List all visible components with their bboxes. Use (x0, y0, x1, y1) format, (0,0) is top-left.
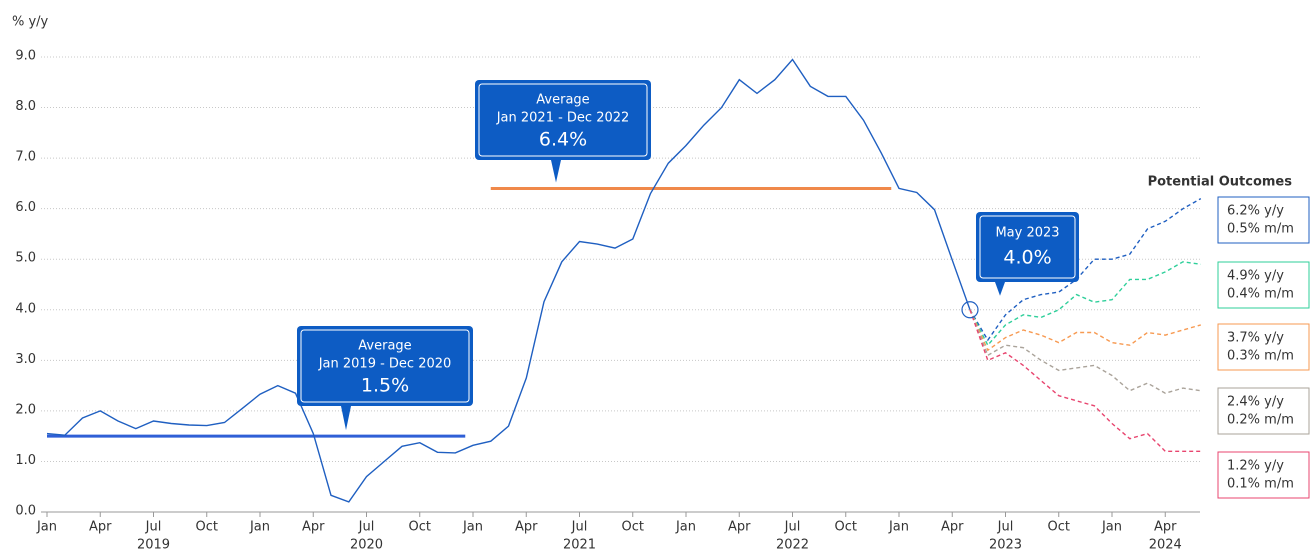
outcome-line (969, 197, 1202, 342)
year-label: 2019 (137, 538, 170, 553)
callout-box (475, 80, 651, 160)
callout-text: Jan 2021 - Dec 2022 (496, 111, 630, 126)
current-callout: May 2023 4.0% (976, 212, 1079, 296)
x-tick-label: Jan (675, 520, 696, 535)
y-tick-label: 3.0 (15, 352, 36, 367)
outcome-box (1217, 261, 1310, 309)
callout-pointer (341, 406, 351, 431)
x-tick-label: Oct (196, 520, 218, 535)
x-tick-label: Oct (622, 520, 644, 535)
average-callout: Average Jan 2019 - Dec 2020 1.5% (297, 326, 473, 431)
callout-text: 4.0% (1003, 247, 1051, 269)
x-tick-label: Jan (462, 520, 483, 535)
outcome-label: 3.7% y/y (1227, 331, 1284, 346)
y-tick-label: 0.0 (15, 504, 36, 519)
x-tick-label: Apr (1154, 520, 1177, 535)
x-tick-label: Jul (571, 520, 588, 535)
outcome-box (1217, 196, 1310, 244)
outcome-label: 0.3% m/m (1227, 349, 1294, 364)
x-tick-label: Oct (1048, 520, 1070, 535)
callout-text: Jan 2019 - Dec 2020 (318, 357, 452, 372)
y-tick-label: 1.0 (15, 453, 36, 468)
outcome-line (969, 309, 1201, 394)
x-tick-label: Apr (515, 520, 538, 535)
year-label: 2024 (1149, 538, 1182, 553)
callout-border (979, 215, 1076, 279)
x-tick-label: Jan (1101, 520, 1122, 535)
callout-box (976, 212, 1079, 282)
line-series (46, 58, 971, 503)
callout-pointer (551, 160, 561, 183)
callout-border (300, 329, 470, 403)
year-label: 2020 (350, 538, 383, 553)
x-tick-label: Jan (249, 520, 270, 535)
x-tick-label: Jan (36, 520, 57, 535)
y-tick-label: 5.0 (15, 251, 36, 266)
y-tick-label: 9.0 (15, 49, 36, 64)
callout-pointer (995, 282, 1005, 296)
x-tick-label: Apr (89, 520, 112, 535)
outcome-box (1217, 387, 1310, 435)
x-tick-label: Jan (888, 520, 909, 535)
outcome-label: 1.2% y/y (1227, 459, 1284, 474)
callout-box (297, 326, 473, 406)
callout-text: May 2023 (995, 226, 1059, 241)
outcome-line (969, 261, 1201, 347)
year-label: 2021 (563, 538, 596, 553)
outcome-label: 4.9% y/y (1227, 269, 1284, 284)
current-marker (961, 301, 979, 319)
x-tick-label: Jul (358, 520, 375, 535)
x-tick-label: Oct (835, 520, 857, 535)
callout-text: Average (536, 93, 589, 108)
y-tick-label: 7.0 (15, 150, 36, 165)
year-label: 2022 (776, 538, 809, 553)
outcomes-title: Potential Outcomes (1148, 175, 1293, 190)
callout-border (478, 83, 648, 157)
outcome-box (1217, 451, 1310, 499)
y-tick-label: 6.0 (15, 200, 36, 215)
outcome-label: 0.2% m/m (1227, 413, 1294, 428)
x-tick-label: Apr (302, 520, 325, 535)
x-tick-label: Jul (145, 520, 162, 535)
y-tick-label: 4.0 (15, 301, 36, 316)
x-tick-label: Oct (409, 520, 431, 535)
outcome-box (1217, 323, 1310, 371)
y-tick-label: 8.0 (15, 99, 36, 114)
outcome-line (969, 309, 1201, 452)
outcome-label: 0.1% m/m (1227, 477, 1294, 492)
x-tick-label: Jul (784, 520, 801, 535)
outcome-label: 0.4% m/m (1227, 287, 1294, 302)
x-tick-label: Apr (728, 520, 751, 535)
year-label: 2023 (989, 538, 1022, 553)
callout-text: 6.4% (539, 129, 587, 151)
x-tick-label: Apr (941, 520, 964, 535)
outcome-label: 0.5% m/m (1227, 222, 1294, 237)
y-tick-label: 2.0 (15, 402, 36, 417)
callout-text: 1.5% (361, 375, 409, 397)
outcome-label: 6.2% y/y (1227, 204, 1284, 219)
y-axis-label: % y/y (12, 15, 49, 30)
x-tick-label: Jul (997, 520, 1014, 535)
average-callout: Average Jan 2021 - Dec 2022 6.4% (475, 80, 651, 183)
callout-text: Average (358, 339, 411, 354)
outcome-label: 2.4% y/y (1227, 395, 1284, 410)
